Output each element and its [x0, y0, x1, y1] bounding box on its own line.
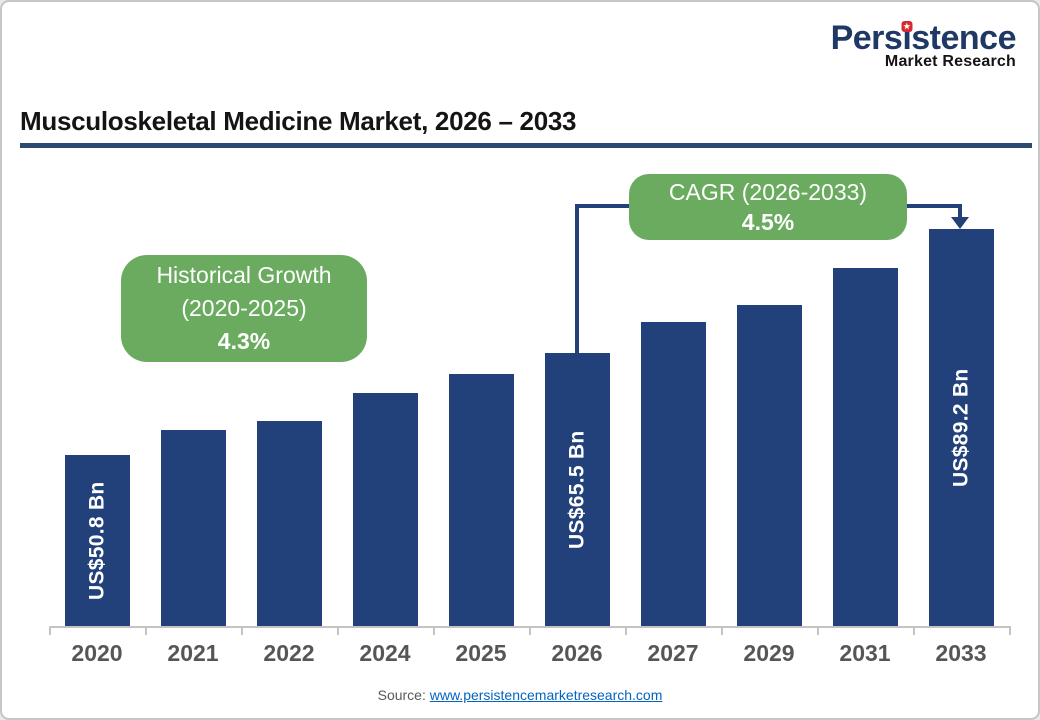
axis-tick: [433, 626, 435, 635]
bar-2022: [256, 421, 322, 626]
x-tick-label: 2020: [71, 640, 123, 666]
bar-slot: US$50.8 Bn: [49, 226, 145, 626]
x-tick-label: 2029: [743, 640, 795, 666]
bar-slot: [721, 226, 817, 626]
historical-growth-callout: Historical Growth (2020-2025) 4.3%: [121, 255, 367, 362]
brand-letter-i: ı ★: [901, 19, 913, 57]
bar-slot: US$65.5 Bn: [529, 226, 625, 626]
brand-tagline: Market Research: [884, 53, 1016, 70]
bar-slot: [625, 226, 721, 626]
cagr-line1: CAGR (2026-2033): [668, 179, 868, 205]
x-tick-label: 2024: [359, 640, 411, 666]
brand-wordmark: Persı ★ stence: [830, 19, 1017, 57]
historical-growth-rate: 4.3%: [217, 328, 271, 354]
bar-slot: [817, 226, 913, 626]
bar-2024: [352, 393, 418, 626]
axis-tick: [241, 626, 243, 635]
axis-tick: [721, 626, 723, 635]
x-tick-label: 2022: [263, 640, 315, 666]
bar-2021: [160, 430, 226, 626]
axis-ticks: [49, 626, 1011, 636]
source-line: Source: www.persistencemarketresearch.co…: [2, 687, 1038, 703]
bar-2025: [448, 374, 514, 626]
axis-tick: [49, 626, 51, 635]
connector-line-right: [905, 204, 962, 208]
bar-value-label: US$50.8 Bn: [85, 481, 108, 600]
bar-slot: [433, 226, 529, 626]
source-link[interactable]: www.persistencemarketresearch.com: [429, 687, 663, 703]
x-tick-label: 2025: [455, 640, 507, 666]
x-tick-label: 2021: [167, 640, 219, 666]
bar-slot: [337, 226, 433, 626]
bar-2031: [832, 268, 898, 626]
cagr-callout: CAGR (2026-2033) 4.5%: [629, 174, 907, 240]
connector-line-left: [575, 204, 631, 208]
axis-tick: [817, 626, 819, 635]
bar-2033: US$89.2 Bn: [928, 229, 994, 626]
axis-tick: [145, 626, 147, 635]
connector-line-2026: [575, 204, 579, 354]
historical-growth-line1: Historical Growth: [156, 262, 332, 288]
bar-2026: US$65.5 Bn: [544, 353, 610, 626]
brand-text-pre: Pers: [830, 19, 903, 57]
bar-2020: US$50.8 Bn: [64, 455, 130, 626]
arrow-down-icon: [951, 217, 969, 229]
page-title: Musculoskeletal Medicine Market, 2026 – …: [20, 106, 577, 136]
title-underline: [20, 143, 1032, 148]
historical-growth-line2: (2020-2025): [181, 295, 307, 321]
x-tick-label: 2031: [839, 640, 891, 666]
x-axis-labels: 2020 2021 2022 2024 2025 2026 2027 2029 2031 2033: [49, 640, 1009, 667]
brand-logo: Persı ★ stence Market Research: [830, 19, 1017, 71]
bar-value-label: US$65.5 Bn: [565, 430, 588, 549]
bar-slot: [145, 226, 241, 626]
bar-slot: US$89.2 Bn: [913, 226, 1009, 626]
plot-area: US$50.8 Bn US$65.5 Bn US$89.2 Bn: [49, 226, 1009, 626]
bar-value-label: US$89.2 Bn: [949, 368, 972, 487]
axis-tick: [913, 626, 915, 635]
axis-tick: [529, 626, 531, 635]
axis-tick: [1009, 626, 1011, 635]
star-badge-icon: ★: [901, 21, 913, 32]
connector-line-2033: [958, 204, 962, 218]
cagr-rate: 4.5%: [741, 209, 795, 235]
x-tick-label: 2026: [551, 640, 603, 666]
x-tick-label: 2033: [935, 640, 987, 666]
bar-slot: [241, 226, 337, 626]
axis-tick: [625, 626, 627, 635]
bar-2027: [640, 322, 706, 626]
bar-2029: [736, 305, 802, 626]
axis-tick: [337, 626, 339, 635]
x-tick-label: 2027: [647, 640, 699, 666]
source-label: Source:: [377, 687, 426, 703]
brand-text-post: stence: [911, 19, 1016, 57]
